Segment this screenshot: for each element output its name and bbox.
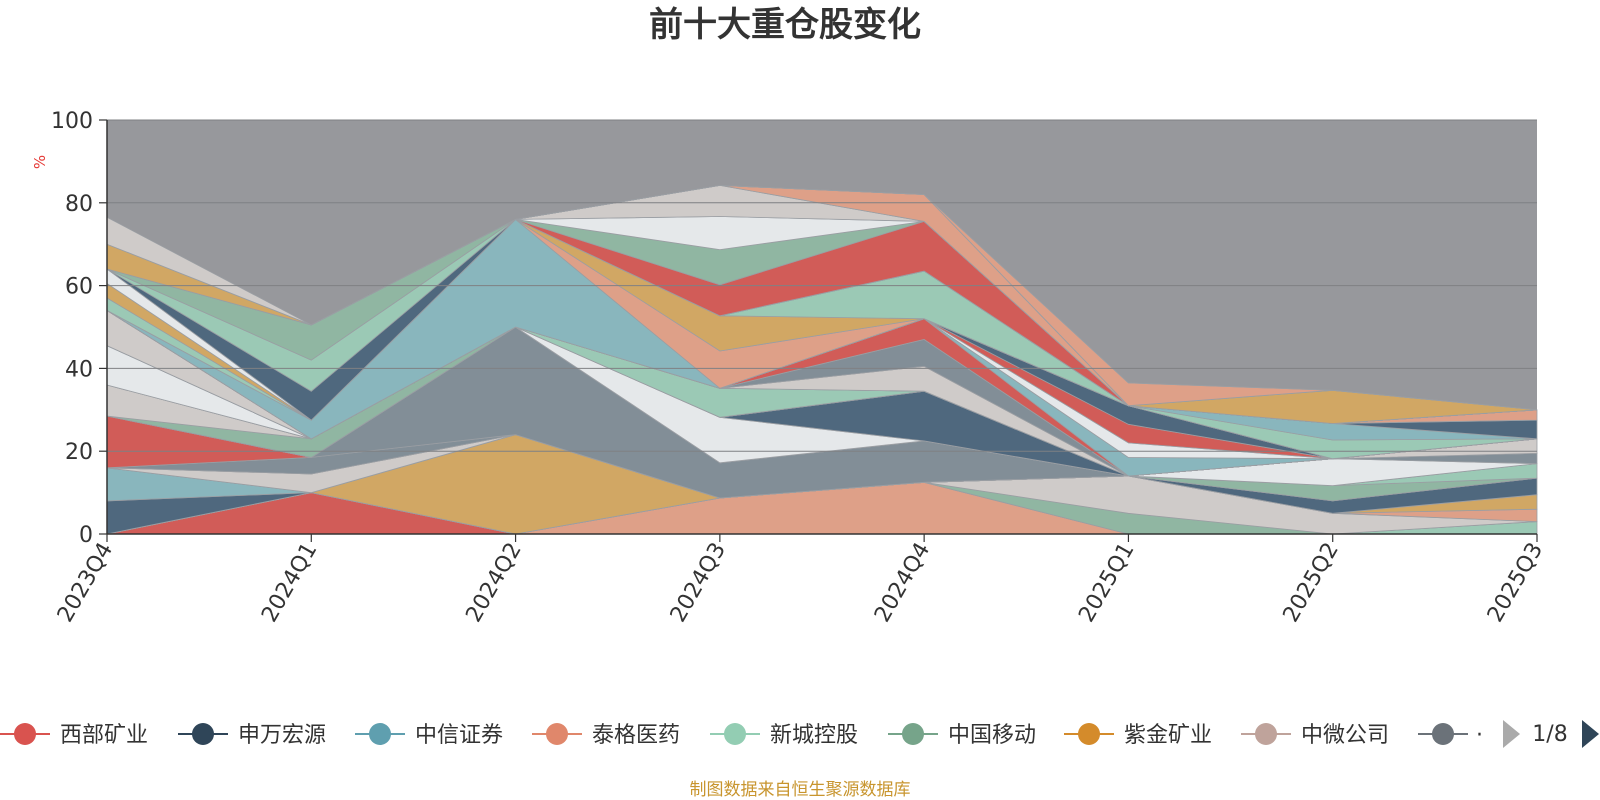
y-axis-unit: % <box>31 155 49 169</box>
series-layer <box>106 184 1538 535</box>
y-tick-label: 0 <box>79 523 93 548</box>
y-tick-label: 60 <box>65 275 93 300</box>
x-tick-label: 2023Q4 <box>53 539 118 627</box>
legend-dot-icon <box>369 723 391 745</box>
legend-dot-icon <box>902 723 924 745</box>
legend-dot-icon <box>1078 723 1100 745</box>
legend-dot-icon <box>1432 723 1454 745</box>
y-tick-label: 100 <box>51 109 93 134</box>
chart-title: 前十大重仓股变化 <box>649 5 921 45</box>
legend-prev-page-icon[interactable] <box>1503 720 1520 748</box>
legend-dot-icon <box>1255 723 1277 745</box>
legend-item-5[interactable]: 中国移动 <box>888 723 1036 748</box>
legend-pager[interactable]: 1/8 <box>1503 720 1599 748</box>
legend-label-partial: · <box>1476 723 1483 748</box>
y-tick-label: 40 <box>65 357 93 382</box>
legend[interactable]: 西部矿业 申万宏源 中信证券 泰格医药 新城控股 中国移动 紫金矿业 中微公司 · <box>0 723 1483 748</box>
legend-label: 中微公司 <box>1301 723 1389 748</box>
legend-item-0[interactable]: 西部矿业 <box>0 723 148 748</box>
legend-item-4[interactable]: 新城控股 <box>710 723 858 748</box>
legend-label: 中国移动 <box>948 723 1036 748</box>
grid-lines <box>107 119 1537 452</box>
x-tick-label: 2025Q2 <box>1279 539 1344 627</box>
legend-label: 西部矿业 <box>60 723 148 748</box>
legend-dot-icon <box>14 723 36 745</box>
legend-label: 申万宏源 <box>238 723 326 748</box>
x-tick-label: 2024Q2 <box>461 539 526 627</box>
legend-dot-icon <box>546 723 568 745</box>
y-tick-label: 80 <box>65 192 93 217</box>
legend-dot-icon <box>724 723 746 745</box>
y-tick-label: 20 <box>65 440 93 465</box>
x-tick-label: 2024Q4 <box>870 539 935 627</box>
legend-item-6[interactable]: 紫金矿业 <box>1064 723 1212 748</box>
legend-next-page-icon[interactable] <box>1582 720 1599 748</box>
legend-item-3[interactable]: 泰格医药 <box>532 723 680 748</box>
x-tick-label: 2025Q1 <box>1074 539 1139 627</box>
legend-label: 泰格医药 <box>592 723 680 748</box>
legend-item-2[interactable]: 中信证券 <box>355 723 503 748</box>
x-tick-label: 2024Q1 <box>257 539 322 627</box>
legend-label: 中信证券 <box>415 723 503 748</box>
legend-page-indicator: 1/8 <box>1532 722 1567 747</box>
x-tick-label: 2024Q3 <box>666 539 731 627</box>
x-tick-label: 2025Q3 <box>1483 539 1548 627</box>
legend-item-7[interactable]: 中微公司 <box>1241 723 1389 748</box>
legend-item-1[interactable]: 申万宏源 <box>178 723 326 748</box>
data-source-note: 制图数据来自恒生聚源数据库 <box>690 780 911 800</box>
legend-label: 新城控股 <box>770 723 858 748</box>
legend-label: 紫金矿业 <box>1124 723 1212 748</box>
legend-item-8[interactable]: · <box>1418 723 1483 748</box>
legend-dot-icon <box>192 723 214 745</box>
